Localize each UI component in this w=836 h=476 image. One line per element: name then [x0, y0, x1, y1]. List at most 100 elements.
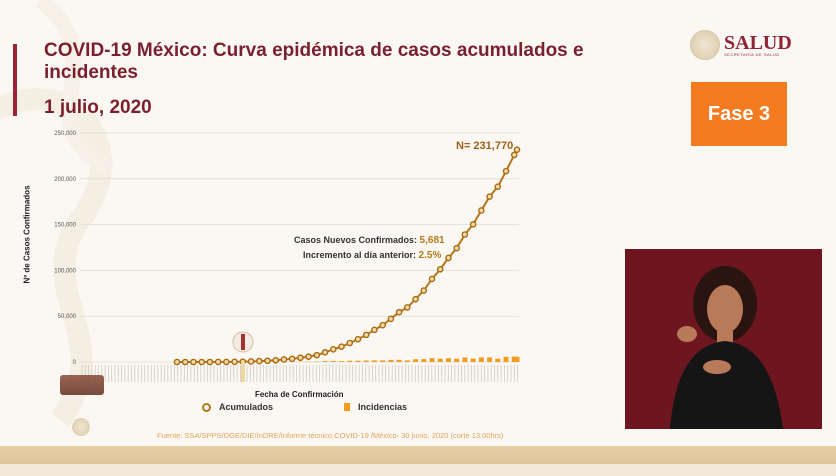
cumulative-point [387, 315, 395, 323]
cumulative-point [264, 357, 271, 365]
incidence-bar [445, 358, 451, 362]
y-tick-label: 150,000 [54, 223, 76, 229]
incidence-bar [503, 356, 509, 362]
small-seal-icon [72, 418, 90, 436]
incidence-bar [404, 360, 410, 362]
incidence-bar [388, 359, 394, 362]
y-tick-label: 200,000 [54, 177, 76, 183]
incidence-bar [454, 358, 460, 362]
cumulative-point [469, 221, 477, 228]
increase-note: Incremento al día anterior: 2.5% [303, 250, 441, 261]
cumulative-point [486, 193, 493, 200]
incidence-bar [339, 361, 345, 362]
cumulative-point [513, 146, 521, 153]
cumulative-point [272, 356, 280, 364]
history-logo [60, 375, 104, 395]
cumulative-point [214, 358, 222, 366]
cumulative-point [354, 335, 362, 343]
incidence-bar [355, 360, 361, 362]
cumulative-point [305, 353, 312, 360]
cumulative-point [173, 358, 181, 366]
legend-cumulative: Acumulados [202, 402, 273, 412]
cumulative-point [247, 358, 255, 365]
incidence-bar [363, 360, 369, 362]
cumulative-point [329, 346, 337, 353]
total-cases-label: N= 231,770 [456, 140, 514, 152]
y-tick-label: 100,000 [54, 268, 76, 274]
x-axis-label: Fecha de Confirmación [255, 390, 344, 399]
cumulative-point [502, 167, 510, 175]
cumulative-point [371, 326, 378, 334]
logo-subtext: SECRETARÍA DE SALUD [724, 51, 780, 57]
cumulative-point [288, 355, 296, 363]
incidence-marker-icon [344, 403, 350, 411]
new-cases-note: Casos Nuevos Confirmados: 5,681 [294, 235, 445, 246]
accent-bar [13, 44, 17, 116]
cumulative-point [379, 321, 386, 329]
incidence-bar [437, 358, 443, 362]
cumulative-point [395, 308, 403, 316]
cumulative-point [321, 349, 329, 356]
source-note: Fuente: SSA/SPPS/DGE/DIE/InDRE/Informe t… [157, 431, 504, 440]
incidence-bar [314, 361, 320, 362]
cumulative-point [346, 339, 354, 347]
salud-logo: SALUD SECRETARÍA DE SALUD [690, 30, 792, 60]
cumulative-point [436, 265, 444, 273]
incidence-bar [322, 361, 328, 362]
cumulative-point [478, 207, 485, 214]
cumulative-point [494, 183, 502, 190]
incidence-bar [487, 357, 493, 362]
incidence-bar [478, 357, 484, 362]
cumulative-point [280, 356, 288, 363]
incidence-bar [495, 358, 501, 362]
incidence-bar [330, 360, 336, 362]
incidence-bar [514, 356, 520, 362]
incidence-bar [511, 356, 517, 362]
legend-incidence: Incidencias [344, 402, 407, 412]
cumulative-point [181, 358, 189, 366]
y-tick-label: 50,000 [58, 314, 77, 320]
cumulative-point [198, 358, 205, 366]
slide-date: 1 julio, 2020 [44, 97, 152, 118]
sign-language-interpreter-video [625, 249, 822, 429]
cumulative-point [206, 358, 214, 366]
cumulative-point [461, 231, 469, 238]
interpreter-silhouette [670, 266, 783, 429]
y-tick-label: 250,000 [54, 131, 76, 137]
y-axis-label: Nº de Casos Confirmados [22, 185, 32, 284]
phase-badge: Fase 3 [691, 82, 787, 146]
cumulative-point [510, 151, 518, 159]
incidence-bar [462, 357, 468, 362]
new-cases-label: Casos Nuevos Confirmados: [294, 235, 418, 245]
cumulative-point [412, 295, 419, 303]
cumulative-point [313, 351, 321, 359]
legend-incidence-label: Incidencias [358, 402, 408, 412]
slide-title: COVID-19 México: Curva epidémica de caso… [44, 40, 584, 83]
incidence-bar [429, 358, 435, 362]
increase-label: Incremento al día anterior: [303, 250, 417, 260]
cumulative-marker-icon [202, 402, 211, 412]
incidence-bar [347, 360, 353, 362]
increase-value: 2.5% [418, 250, 442, 261]
y-tick-label: 0 [73, 360, 77, 366]
national-seal-icon [690, 30, 720, 60]
cumulative-point [428, 275, 436, 283]
cumulative-point [190, 358, 197, 366]
cumulative-point [453, 244, 460, 252]
incidence-bar [396, 359, 402, 362]
logo-text: SALUD [724, 31, 792, 54]
cumulative-point [420, 287, 428, 294]
incidence-bar [421, 359, 427, 362]
incidence-bar [470, 358, 476, 362]
footer-strip [0, 464, 836, 476]
incidence-bar [380, 360, 386, 362]
phase-marker-icon [232, 331, 254, 353]
cumulative-point [297, 354, 304, 362]
incidence-bar [371, 360, 377, 362]
cumulative-point [338, 343, 345, 350]
cumulative-point [404, 304, 411, 311]
new-cases-value: 5,681 [419, 235, 445, 246]
cumulative-point [231, 358, 238, 366]
cumulative-point [362, 331, 370, 339]
